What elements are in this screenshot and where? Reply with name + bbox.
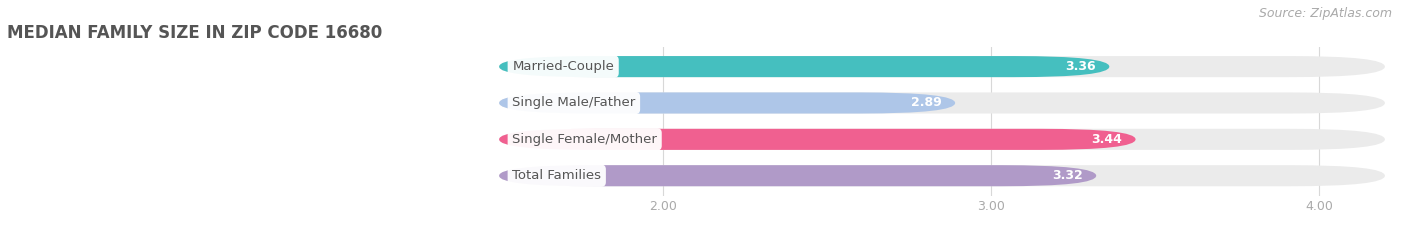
FancyBboxPatch shape <box>499 93 1385 113</box>
Text: Source: ZipAtlas.com: Source: ZipAtlas.com <box>1258 7 1392 20</box>
Text: Single Male/Father: Single Male/Father <box>512 96 636 110</box>
FancyBboxPatch shape <box>499 56 1385 77</box>
FancyBboxPatch shape <box>499 165 1385 186</box>
FancyBboxPatch shape <box>499 129 1136 150</box>
FancyBboxPatch shape <box>499 56 1109 77</box>
FancyBboxPatch shape <box>499 129 1385 150</box>
Text: Total Families: Total Families <box>512 169 602 182</box>
Text: MEDIAN FAMILY SIZE IN ZIP CODE 16680: MEDIAN FAMILY SIZE IN ZIP CODE 16680 <box>7 24 382 42</box>
Text: Single Female/Mother: Single Female/Mother <box>512 133 657 146</box>
Text: 3.32: 3.32 <box>1052 169 1083 182</box>
FancyBboxPatch shape <box>499 93 955 113</box>
FancyBboxPatch shape <box>499 165 1097 186</box>
Text: 3.36: 3.36 <box>1066 60 1097 73</box>
Text: 3.44: 3.44 <box>1091 133 1122 146</box>
Text: 2.89: 2.89 <box>911 96 942 110</box>
Text: Married-Couple: Married-Couple <box>512 60 614 73</box>
